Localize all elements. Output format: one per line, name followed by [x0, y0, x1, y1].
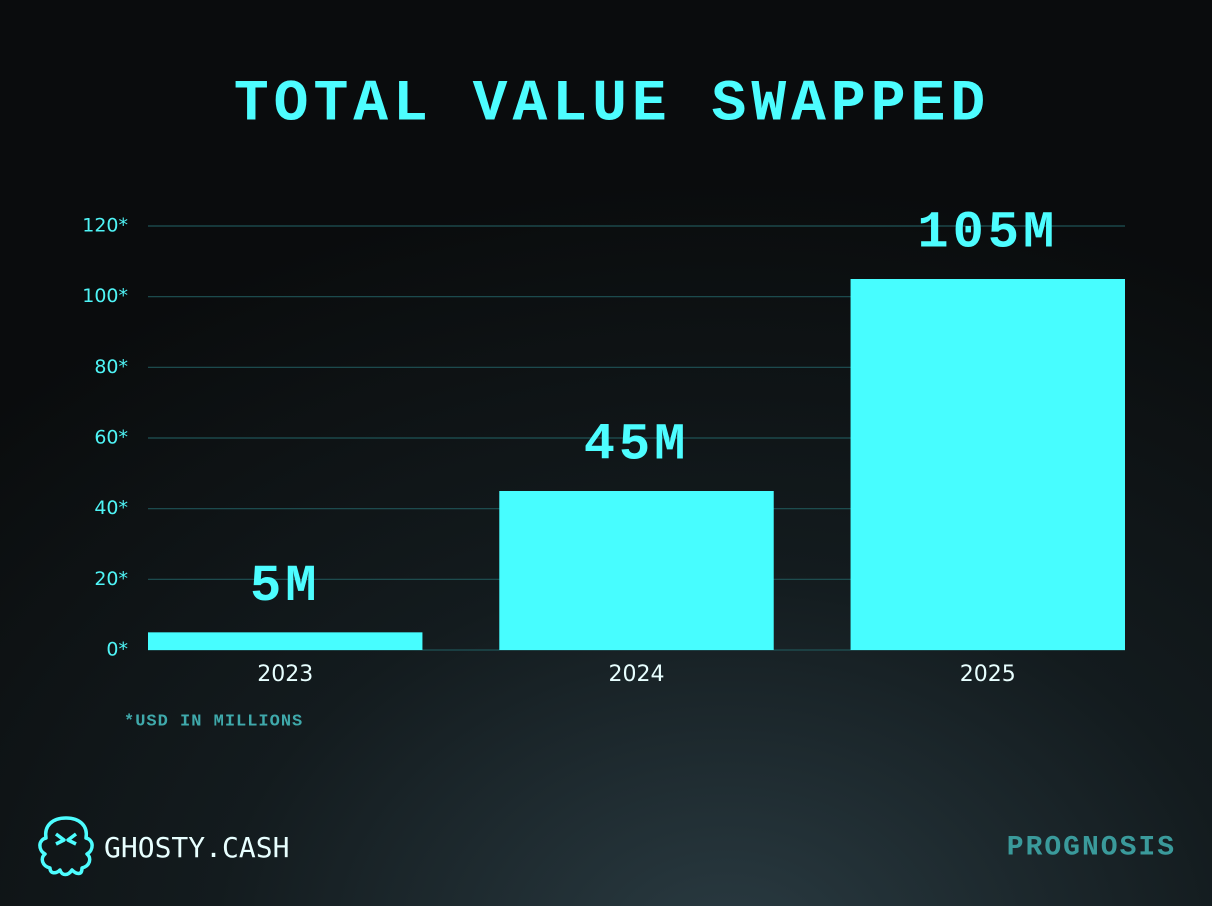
x-tick-label: 2025 [960, 662, 1016, 687]
bar [850, 279, 1125, 650]
y-tick-label: 20* [94, 568, 128, 590]
logo [38, 816, 94, 877]
y-tick-label: 0* [106, 639, 128, 661]
ghost-eyes [54, 832, 78, 846]
ghost-icon [38, 816, 94, 877]
chart-title: TOTAL VALUE SWAPPED [234, 72, 990, 137]
value-label: 45M [584, 416, 690, 475]
value-label: 105M [917, 204, 1058, 263]
x-tick-label: 2023 [257, 662, 313, 687]
value-label: 5M [250, 557, 320, 616]
y-tick-label: 60* [94, 427, 128, 449]
y-tick-label: 40* [94, 497, 128, 519]
footnote: *USD IN MILLIONS [124, 712, 303, 731]
x-tick-label: 2024 [609, 662, 665, 687]
bar [499, 491, 774, 650]
y-tick-label: 80* [94, 356, 128, 378]
y-tick-label: 100* [82, 285, 128, 307]
brand: GHOSTY.CASH [104, 831, 289, 864]
tag: PROGNOSIS [1007, 832, 1176, 863]
y-tick-label: 120* [82, 215, 128, 237]
bar [148, 632, 423, 650]
